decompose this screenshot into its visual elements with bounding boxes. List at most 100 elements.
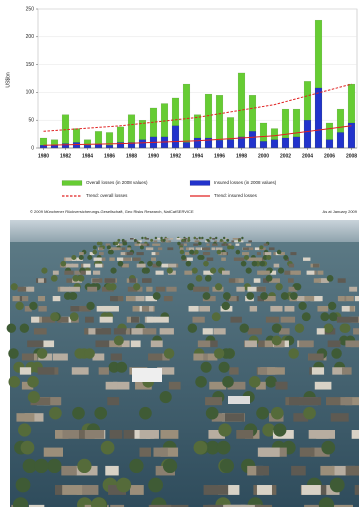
x-tick-label: 2006: [324, 153, 335, 159]
house-roof: [129, 485, 144, 495]
house-roof: [157, 247, 163, 251]
tree: [106, 245, 111, 250]
tree: [230, 245, 235, 250]
tree: [50, 274, 58, 282]
house-roof: [222, 504, 247, 507]
tree: [222, 236, 226, 240]
house-roof: [318, 278, 330, 283]
bar: [281, 137, 290, 149]
house-roof: [71, 367, 89, 375]
tree: [123, 241, 128, 246]
house-roof: [256, 465, 270, 476]
house-roof: [66, 278, 77, 283]
house-roof: [92, 353, 105, 361]
house-roof: [113, 328, 126, 335]
house-roof: [248, 240, 252, 243]
bar: [193, 137, 202, 149]
house-roof: [99, 257, 106, 261]
house-roof: [110, 504, 125, 507]
tree: [260, 292, 268, 300]
house-roof: [137, 240, 142, 243]
house-roof: [229, 367, 239, 375]
house-roof: [184, 238, 188, 240]
tree: [327, 301, 337, 311]
house-roof: [85, 316, 94, 323]
source-note: © 2009 Münchener Rückversicherungs-Gesel…: [30, 209, 194, 214]
house-roof: [38, 278, 44, 283]
house-roof: [287, 278, 294, 283]
house-roof: [263, 243, 268, 246]
tree: [129, 458, 144, 474]
house-roof: [216, 247, 223, 251]
house-roof: [236, 286, 245, 292]
house-roof: [199, 286, 210, 292]
house-roof: [237, 238, 241, 240]
legend-label: Trend: overall losses: [86, 193, 128, 198]
house-roof: [206, 243, 210, 246]
tree: [150, 238, 154, 242]
house-roof: [52, 353, 68, 361]
house-roof: [89, 252, 95, 256]
tree: [214, 283, 223, 291]
house-roof: [288, 286, 298, 292]
house-roof: [254, 247, 260, 251]
house-roof: [107, 397, 120, 406]
house-roof: [179, 247, 184, 251]
house-roof: [160, 447, 179, 457]
tree: [243, 254, 250, 261]
house-roof: [209, 381, 227, 390]
tree: [321, 440, 336, 455]
tree: [117, 238, 121, 242]
tree: [116, 477, 132, 493]
house-roof: [167, 247, 174, 251]
tree: [194, 249, 199, 255]
bar: [314, 87, 323, 149]
house-roof: [145, 243, 150, 246]
house-roof: [139, 447, 152, 457]
tree: [20, 440, 35, 455]
house-roof: [211, 413, 225, 422]
bar: [347, 122, 356, 149]
tree: [159, 391, 172, 404]
house-roof: [312, 263, 320, 268]
tree: [15, 301, 24, 311]
house-roof: [342, 367, 352, 375]
tree: [195, 274, 203, 282]
house-roof: [178, 243, 184, 246]
house-roof: [230, 316, 242, 323]
house-roof: [199, 238, 203, 240]
house-roof: [265, 316, 280, 323]
house-roof: [242, 247, 249, 251]
bar: [325, 139, 334, 149]
house-roof: [239, 240, 244, 243]
house-roof: [110, 296, 118, 302]
house-roof: [320, 465, 335, 476]
house-roof: [92, 278, 103, 283]
house-roof: [206, 247, 210, 251]
house-roof: [229, 296, 237, 302]
house-roof: [21, 381, 34, 390]
house-roof: [188, 305, 199, 312]
tree: [323, 323, 334, 333]
bar: [259, 141, 268, 149]
house-roof: [30, 397, 51, 406]
tree: [141, 236, 144, 240]
house-roof: [225, 238, 228, 240]
house-roof: [98, 247, 103, 251]
tree: [19, 323, 30, 333]
tree: [215, 236, 218, 240]
house-roof: [212, 243, 217, 246]
legend-label: Overall losses (in 2008 values): [86, 180, 148, 185]
tree: [91, 497, 107, 507]
house-roof: [96, 305, 108, 312]
tree: [283, 254, 289, 261]
house-roof: [141, 305, 150, 312]
y-tick-label: 50: [28, 118, 34, 124]
x-tick-label: 2002: [280, 153, 291, 159]
bar: [292, 136, 301, 149]
tree: [235, 249, 241, 255]
house-roof: [353, 328, 359, 335]
house-roof: [135, 296, 145, 302]
tree: [15, 477, 31, 493]
house-roof: [16, 413, 35, 422]
